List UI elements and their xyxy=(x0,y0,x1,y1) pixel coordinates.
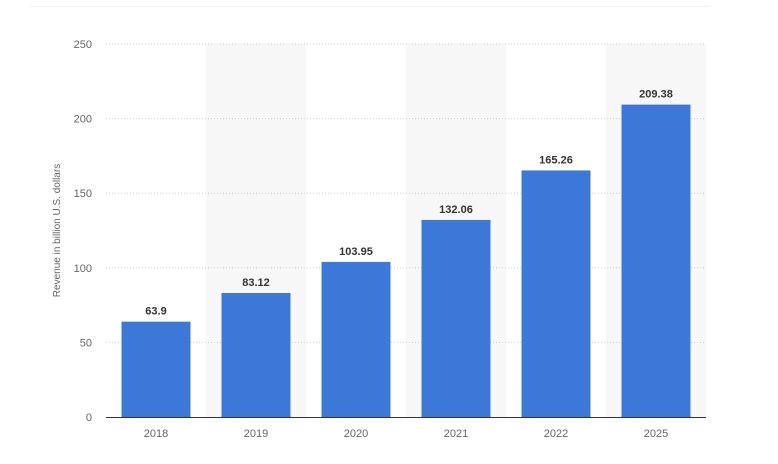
y-tick-label-0: 0 xyxy=(86,412,92,424)
x-tick-label-2025: 2025 xyxy=(644,428,668,440)
x-tick-label-2021: 2021 xyxy=(444,428,468,440)
bars xyxy=(121,104,691,417)
gridlines xyxy=(106,43,706,343)
y-tick-label-100: 100 xyxy=(74,263,92,275)
data-labels: 63.9 83.12 103.95 132.06 165.26 209.38 xyxy=(145,89,673,318)
data-label-2025: 209.38 xyxy=(639,89,673,101)
y-tick-label-150: 150 xyxy=(74,188,92,200)
y-axis-ticks: 0 50 100 150 200 250 xyxy=(74,39,92,424)
data-label-2020: 103.95 xyxy=(339,246,373,258)
bar-2018 xyxy=(121,321,191,417)
data-label-2022: 165.26 xyxy=(539,154,573,166)
bar-2021 xyxy=(421,219,491,417)
x-tick-label-2019: 2019 xyxy=(244,428,268,440)
top-divider xyxy=(30,6,710,7)
x-tick-label-2018: 2018 xyxy=(144,428,168,440)
data-label-2018: 63.9 xyxy=(145,306,166,318)
bar-2019 xyxy=(221,292,291,417)
y-axis-title: Revenue in billion U.S. dollars xyxy=(52,164,63,297)
x-tick-label-2020: 2020 xyxy=(344,428,368,440)
y-tick-label-50: 50 xyxy=(80,337,92,349)
x-tick-label-2022: 2022 xyxy=(544,428,568,440)
data-label-2021: 132.06 xyxy=(439,204,473,216)
x-axis-ticks: 2018 2019 2020 2021 2022 2025 xyxy=(144,428,668,440)
bar-2022 xyxy=(521,170,591,417)
bar-2025 xyxy=(621,104,691,417)
bar-2020 xyxy=(321,261,391,417)
data-label-2019: 83.12 xyxy=(242,277,270,289)
y-tick-label-200: 200 xyxy=(74,114,92,126)
y-tick-label-250: 250 xyxy=(74,39,92,51)
